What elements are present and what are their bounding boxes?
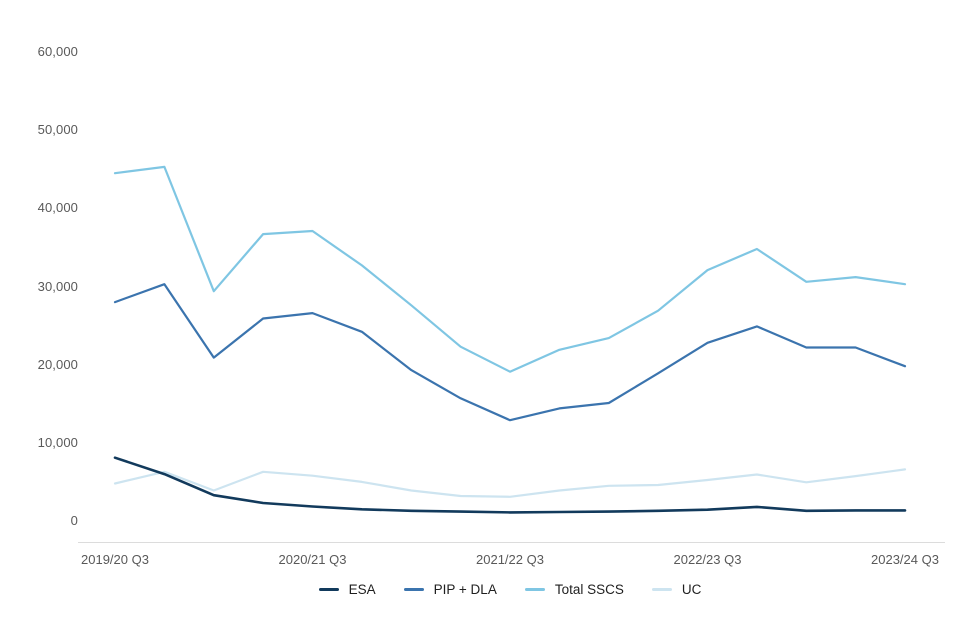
legend-swatch-uc (651, 588, 672, 591)
legend: ESA PIP + DLA Total SSCS UC (75, 582, 945, 597)
legend-item-esa: ESA (318, 582, 376, 597)
legend-swatch-pip-dla (403, 588, 424, 591)
series-line-uc (113, 468, 907, 498)
series-line-pip-dla (113, 283, 907, 422)
legend-label-pip-dla: PIP + DLA (433, 582, 497, 597)
x-axis-tick-label: 2021/22 Q3 (476, 552, 544, 567)
legend-item-uc: UC (651, 582, 702, 597)
legend-item-pip-dla: PIP + DLA (403, 582, 497, 597)
y-axis-tick-label: 30,000 (37, 278, 78, 294)
x-axis-line (78, 542, 945, 543)
x-axis-tick-label: 2019/20 Q3 (81, 552, 149, 567)
legend-label-uc: UC (681, 582, 702, 597)
y-axis-tick-label: 50,000 (37, 122, 78, 138)
y-axis-tick-label: 0 (70, 513, 78, 528)
series-line-total-sscs (113, 165, 907, 373)
series-line-esa (113, 456, 907, 514)
y-axis-tick-label: 20,000 (37, 356, 78, 372)
legend-label-total-sscs: Total SSCS (554, 582, 624, 597)
y-axis-tick-label: 10,000 (37, 434, 78, 450)
x-axis-tick-label: 2022/23 Q3 (673, 552, 742, 567)
legend-item-total-sscs: Total SSCS (524, 582, 624, 597)
y-axis-tick-label: 60,000 (37, 44, 78, 59)
x-axis-tick-label: 2020/21 Q3 (278, 552, 347, 567)
y-axis-tick-label: 40,000 (37, 200, 78, 216)
legend-swatch-esa (318, 588, 339, 591)
legend-label-esa: ESA (348, 582, 376, 597)
legend-swatch-total-sscs (524, 588, 545, 591)
x-axis-tick-label: 2023/24 Q3 (871, 552, 939, 567)
